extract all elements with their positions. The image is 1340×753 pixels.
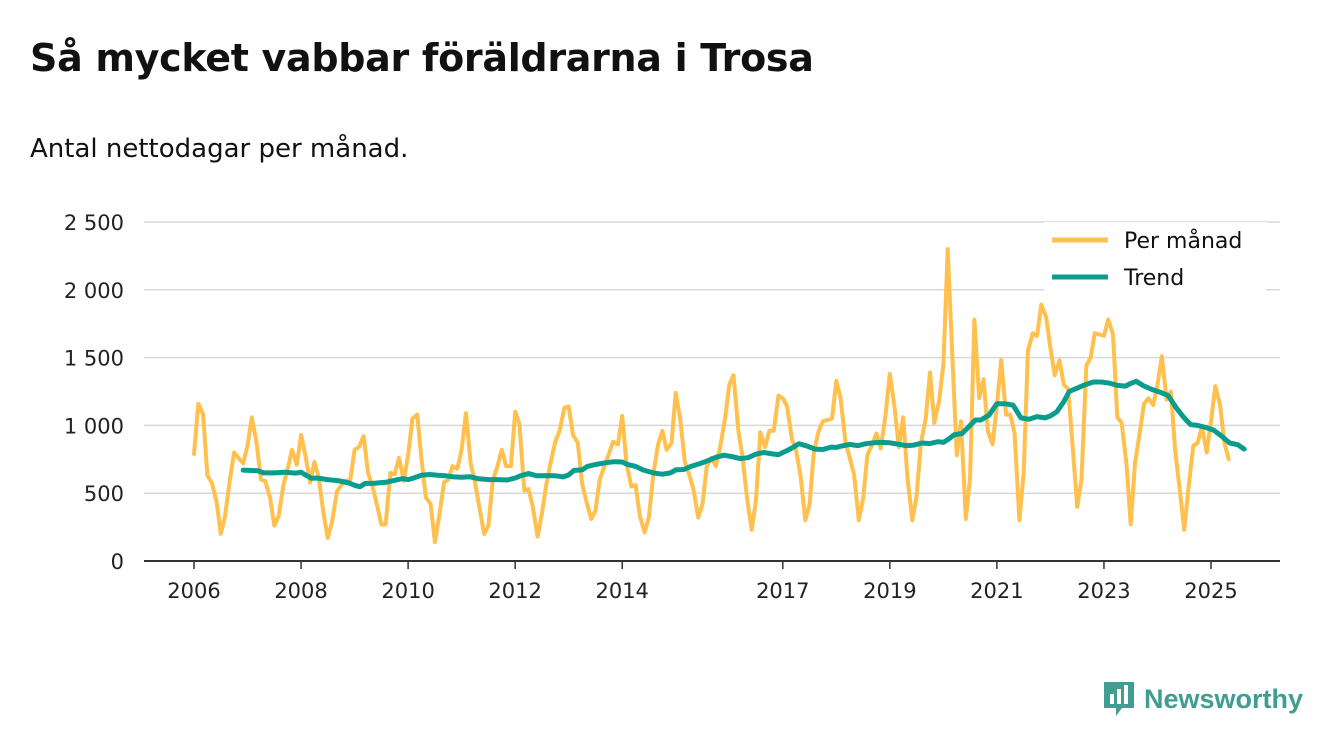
y-tick-label: 1 500	[64, 347, 124, 371]
legend-label-trend: Trend	[1123, 266, 1184, 291]
legend-label-per-manad: Per månad	[1124, 228, 1242, 254]
legend-background	[1044, 222, 1266, 292]
x-tick-label: 2006	[167, 579, 220, 603]
x-tick-label: 2021	[970, 579, 1023, 603]
newsworthy-icon	[1104, 682, 1134, 716]
y-axis-ticks: 0 500 1 000 1 500 2 000 2 500	[64, 211, 124, 574]
y-tick-label: 2 500	[64, 211, 124, 235]
y-tick-label: 2 000	[64, 279, 124, 303]
x-axis-ticks: 2006 2008 2010 2012 2014 2017 2019 2021 2023 2025	[167, 561, 1238, 603]
series-line-trend	[240, 378, 1247, 490]
brand-name: Newsworthy	[1144, 683, 1304, 714]
x-tick-label: 2014	[595, 579, 648, 603]
series-line-per-manad	[192, 247, 1231, 544]
x-tick-label: 2008	[274, 579, 327, 603]
x-tick-label: 2019	[863, 579, 916, 603]
y-tick-label: 1 000	[64, 414, 124, 438]
x-tick-label: 2010	[381, 579, 434, 603]
y-tick-label: 500	[84, 482, 124, 506]
x-tick-label: 2017	[756, 579, 809, 603]
chart-title: Så mycket vabbar föräldrarna i Trosa	[30, 36, 814, 80]
x-tick-label: 2023	[1077, 579, 1130, 603]
x-tick-label: 2025	[1184, 579, 1237, 603]
series-group	[192, 247, 1247, 544]
y-tick-label: 0	[111, 550, 124, 574]
x-tick-label: 2012	[488, 579, 541, 603]
chart-subtitle: Antal nettodagar per månad.	[30, 134, 409, 164]
legend: Per månad Trend	[1044, 222, 1266, 292]
newsworthy-logo: Newsworthy	[1102, 680, 1303, 718]
